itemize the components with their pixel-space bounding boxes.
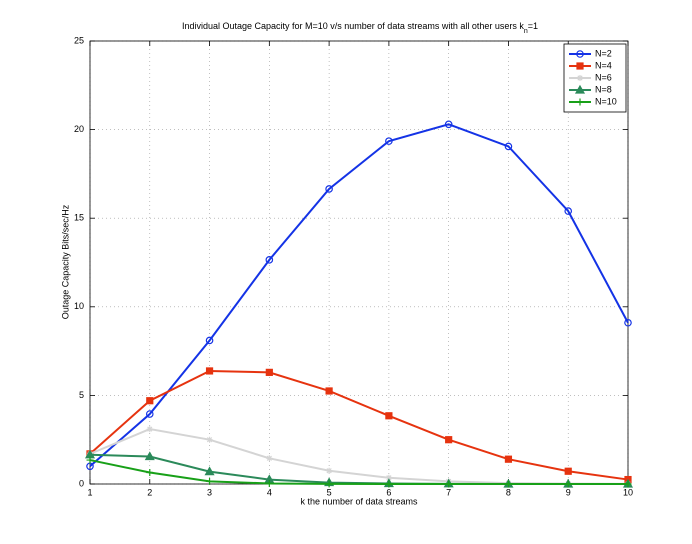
legend-label: N=4	[595, 60, 612, 70]
marker	[205, 336, 214, 345]
marker	[265, 256, 274, 264]
series-line	[89, 459, 628, 485]
marker	[265, 479, 273, 487]
marker	[624, 318, 632, 327]
x-tick-label: 8	[506, 487, 511, 497]
marker	[564, 207, 573, 215]
marker	[576, 98, 584, 106]
marker	[574, 84, 586, 94]
y-tick-label: 25	[74, 35, 84, 45]
title-suffix: =1	[528, 21, 538, 31]
chart-title: Individual Outage Capacity for M=10 v/s …	[182, 21, 538, 34]
marker	[564, 467, 572, 475]
marker	[266, 455, 273, 462]
marker	[444, 120, 453, 129]
marker	[504, 455, 513, 463]
marker	[326, 467, 333, 474]
x-tick-label: 4	[267, 487, 272, 497]
marker	[624, 480, 632, 488]
marker	[205, 367, 214, 375]
legend-label: N=8	[595, 84, 612, 94]
x-tick-label: 9	[566, 487, 571, 497]
marker	[385, 474, 392, 481]
y-tick-label: 20	[74, 124, 84, 134]
marker	[577, 75, 583, 81]
marker	[385, 137, 393, 145]
marker	[564, 480, 572, 488]
marker	[204, 466, 215, 476]
marker	[145, 410, 154, 418]
marker	[325, 387, 333, 395]
title-subscript: n	[524, 28, 528, 35]
x-axis-label: k the number of data streams	[300, 496, 418, 506]
marker	[576, 50, 584, 58]
x-tick-label: 2	[147, 487, 152, 497]
y-tick-label: 0	[79, 478, 84, 488]
title-main: Individual Outage Capacity for M=10 v/s …	[182, 21, 524, 31]
legend-label: N=10	[595, 96, 617, 106]
y-tick-label: 5	[79, 390, 84, 400]
legend: N=2 N=4 N=6 N=8 N=10	[563, 43, 627, 113]
y-tick-label: 15	[74, 213, 84, 223]
x-tick-label: 1	[87, 487, 92, 497]
y-axis-label: Outage Capacity Bits/sec/Hz	[60, 204, 70, 319]
x-tick-label: 6	[386, 487, 391, 497]
marker	[86, 456, 94, 464]
marker	[504, 142, 513, 151]
marker	[576, 62, 584, 70]
legend-label: N=2	[595, 48, 612, 58]
marker	[504, 480, 512, 488]
marker	[385, 480, 393, 488]
marker	[445, 480, 453, 488]
x-tick-label: 3	[207, 487, 212, 497]
marker	[146, 468, 154, 476]
series-line	[89, 123, 629, 468]
marker	[445, 436, 453, 444]
marker	[146, 397, 154, 405]
x-tick-label: 10	[623, 487, 633, 497]
marker	[206, 436, 213, 443]
series-line	[89, 369, 629, 481]
marker	[265, 368, 273, 376]
x-tick-label: 5	[327, 487, 332, 497]
marker	[385, 412, 393, 420]
marker	[146, 426, 153, 433]
marker	[144, 451, 155, 461]
marker	[325, 185, 333, 193]
x-tick-label: 7	[446, 487, 451, 497]
legend-label: N=6	[595, 72, 612, 82]
y-tick-label: 10	[74, 301, 84, 311]
marker	[206, 477, 214, 485]
marker	[325, 480, 333, 488]
